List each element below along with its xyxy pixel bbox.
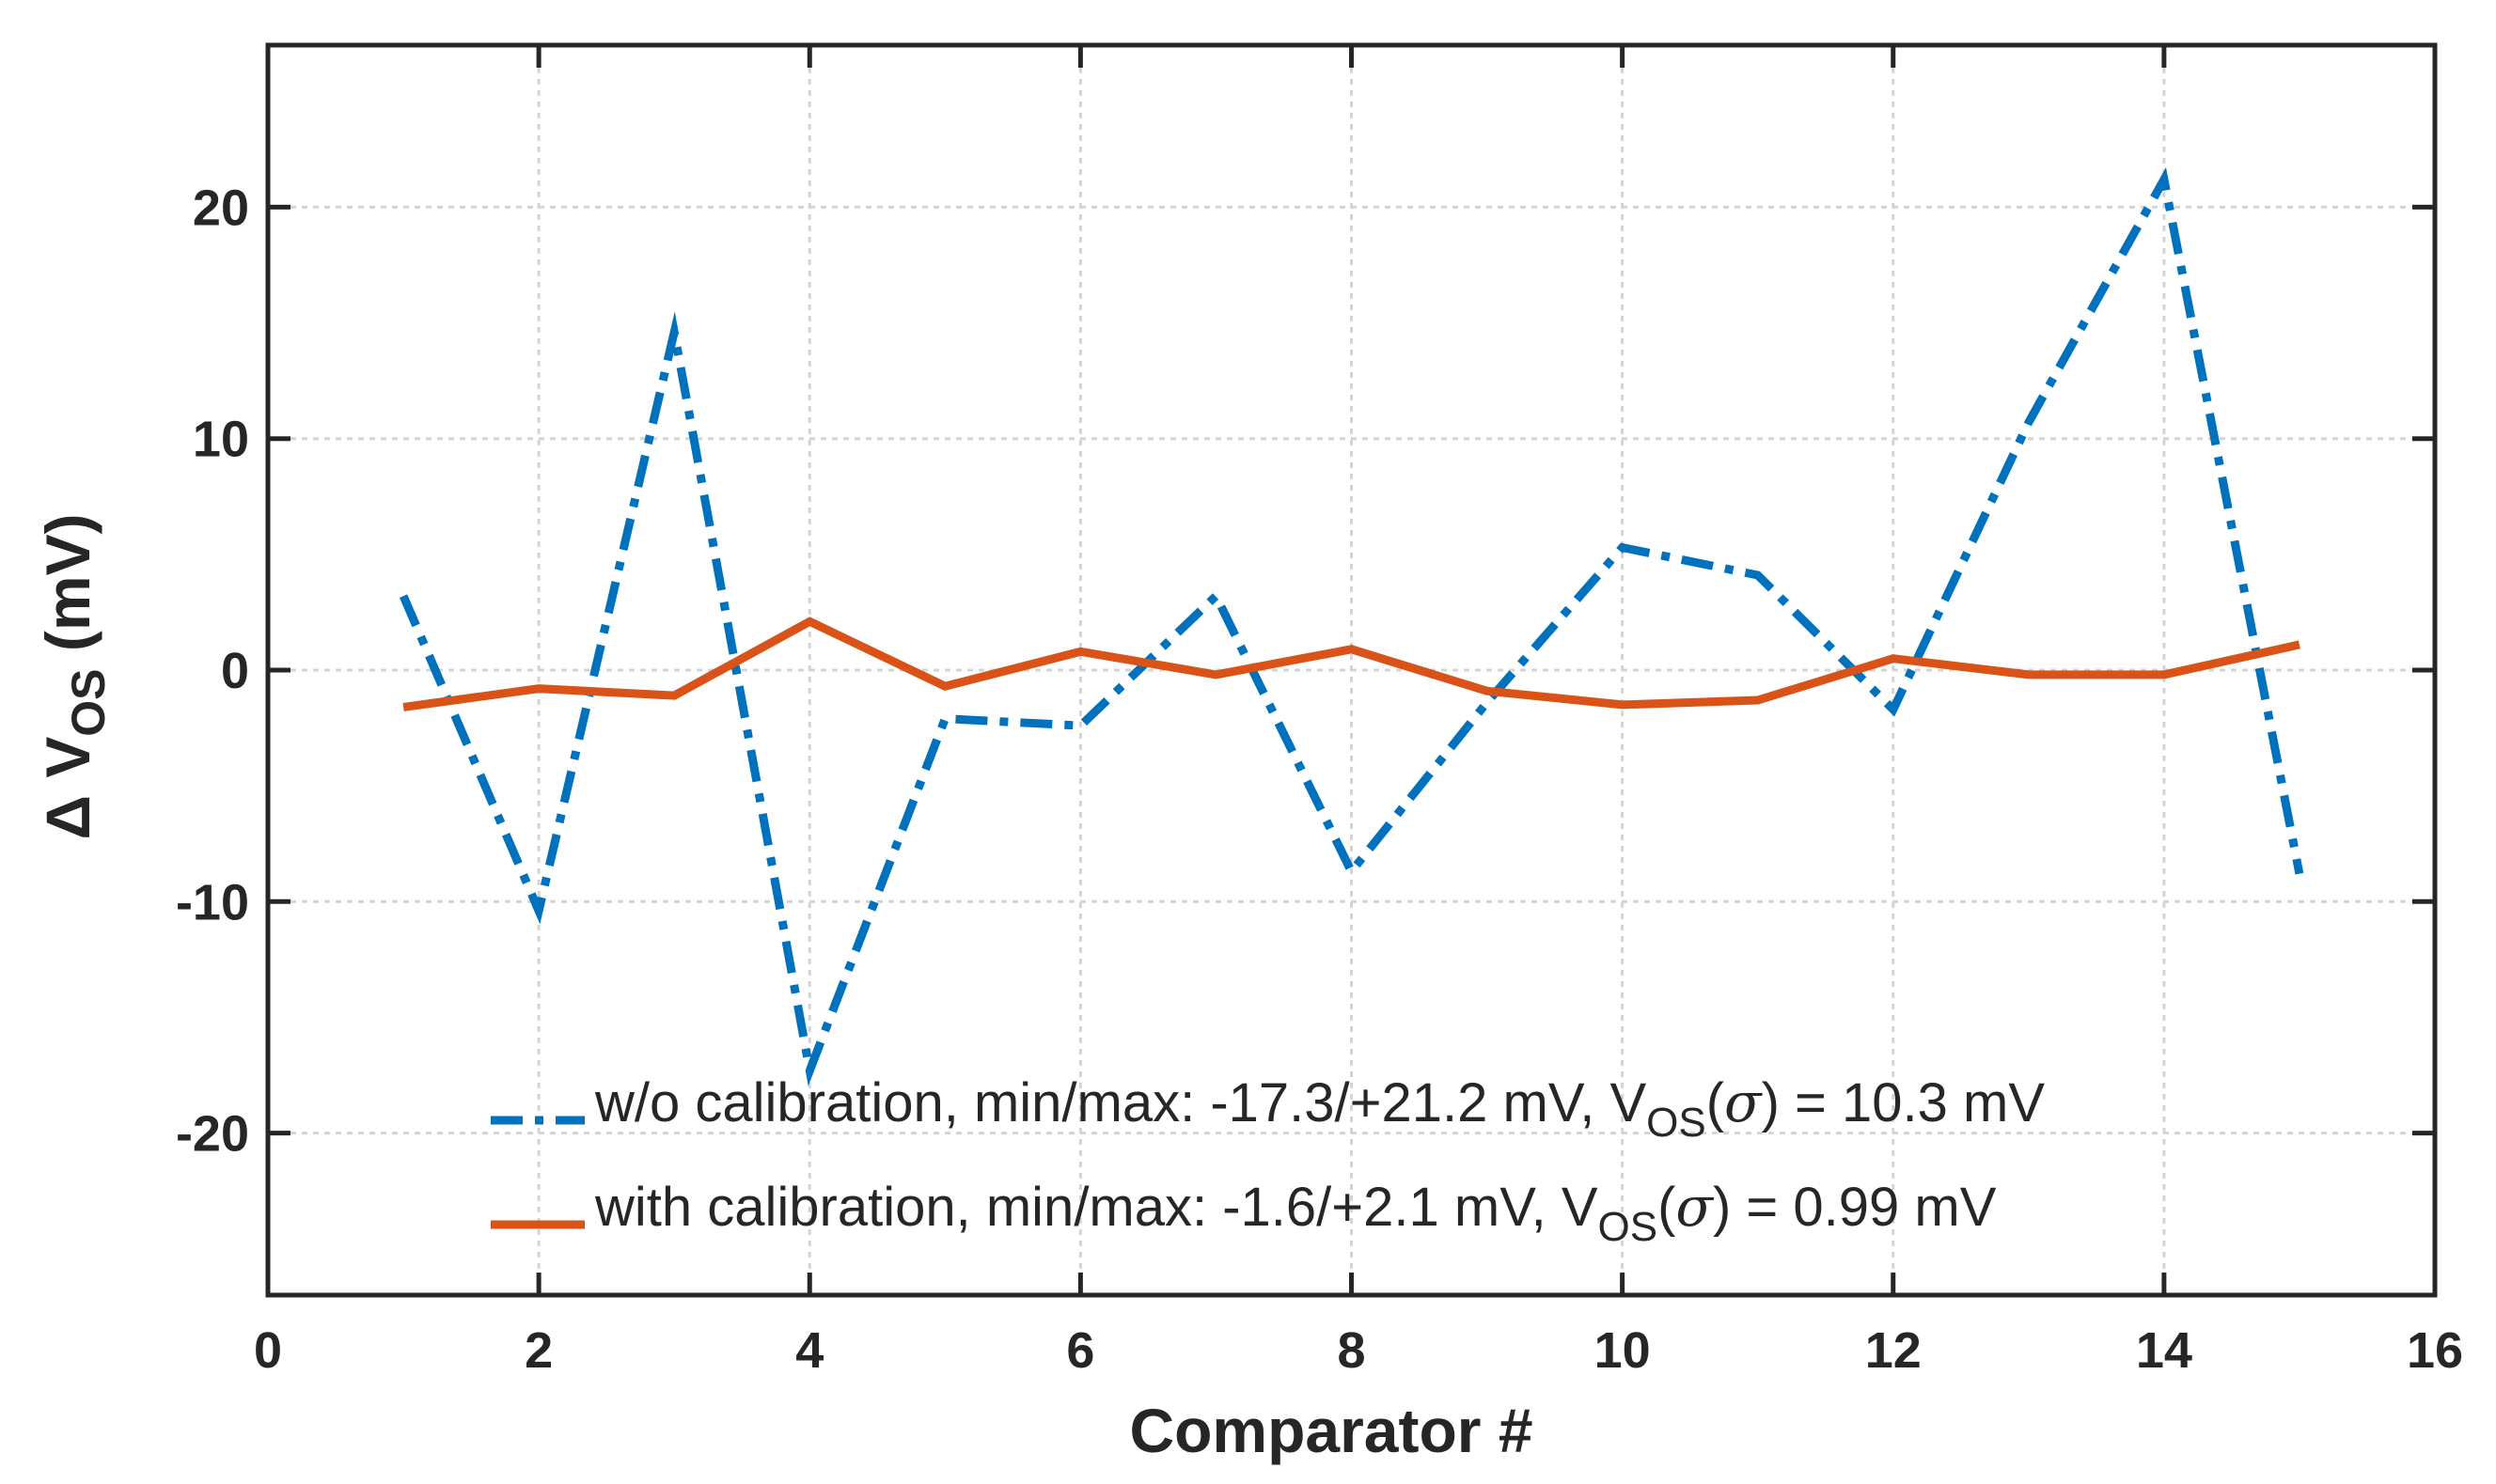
x-tick-label: 12 <box>1865 1322 1922 1379</box>
y-axis-title-suffix: (mV) <box>33 513 102 668</box>
x-tick-label: 0 <box>254 1322 282 1379</box>
x-tick-label: 16 <box>2407 1322 2463 1379</box>
legend-label-uncalibrated-rest: ) = 10.3 mV <box>1762 1072 2046 1133</box>
tick-labels: 0 2 4 6 8 10 12 14 16 -20 -10 0 10 20 <box>176 180 2463 1379</box>
x-tick-label: 10 <box>1594 1322 1651 1379</box>
x-tick-label: 4 <box>795 1322 824 1379</box>
series-lines <box>399 166 2304 1086</box>
legend-label-uncalibrated-v: V <box>1609 1072 1646 1133</box>
legend-label-calibrated-sub: OS <box>1598 1204 1658 1250</box>
legend-label-calibrated-rest: ) = 0.99 mV <box>1713 1177 1997 1238</box>
x-axis-title: Comparator # <box>1129 1396 1532 1465</box>
x-tick-label: 8 <box>1337 1322 1365 1379</box>
legend-label-uncalibrated-sigma: σ <box>1724 1070 1763 1134</box>
legend-label-uncalibrated-sub: OS <box>1646 1100 1706 1146</box>
legend: w/o calibration, min/max: -17.3/+21.2 mV… <box>491 1070 2045 1250</box>
y-tick-label: 20 <box>193 180 249 236</box>
legend-label-uncalibrated-text: w/o calibration, min/max: -17.3/+21.2 mV… <box>594 1072 1609 1133</box>
y-axis-title-prefix: Δ V <box>33 737 102 840</box>
grid-lines <box>268 45 2435 1295</box>
series-line-calibrated <box>402 617 2300 711</box>
y-tick-label: -10 <box>176 874 249 930</box>
legend-label-calibrated-text: with calibration, min/max: -1.6/+2.1 mV, <box>594 1177 1562 1238</box>
legend-label-calibrated-lparen: ( <box>1657 1177 1675 1238</box>
x-tick-label: 2 <box>525 1322 553 1379</box>
y-tick-label: 0 <box>221 643 249 699</box>
legend-label-calibrated: with calibration, min/max: -1.6/+2.1 mV,… <box>594 1175 1997 1250</box>
y-tick-label: 10 <box>193 412 249 468</box>
y-tick-label: -20 <box>176 1106 249 1163</box>
y-axis-title: Δ VOS (mV) <box>33 513 115 839</box>
legend-label-uncalibrated: w/o calibration, min/max: -17.3/+21.2 mV… <box>594 1070 2045 1146</box>
legend-label-calibrated-sigma: σ <box>1675 1175 1714 1239</box>
axes <box>265 42 2438 1298</box>
y-axis-title-subscript: OS <box>62 668 115 736</box>
x-tick-label: 6 <box>1066 1322 1094 1379</box>
series-line-uncalibrated <box>399 166 2304 1086</box>
x-tick-label: 14 <box>2136 1322 2192 1379</box>
legend-label-uncalibrated-lparen: ( <box>1706 1072 1724 1133</box>
legend-label-calibrated-v: V <box>1562 1177 1598 1238</box>
